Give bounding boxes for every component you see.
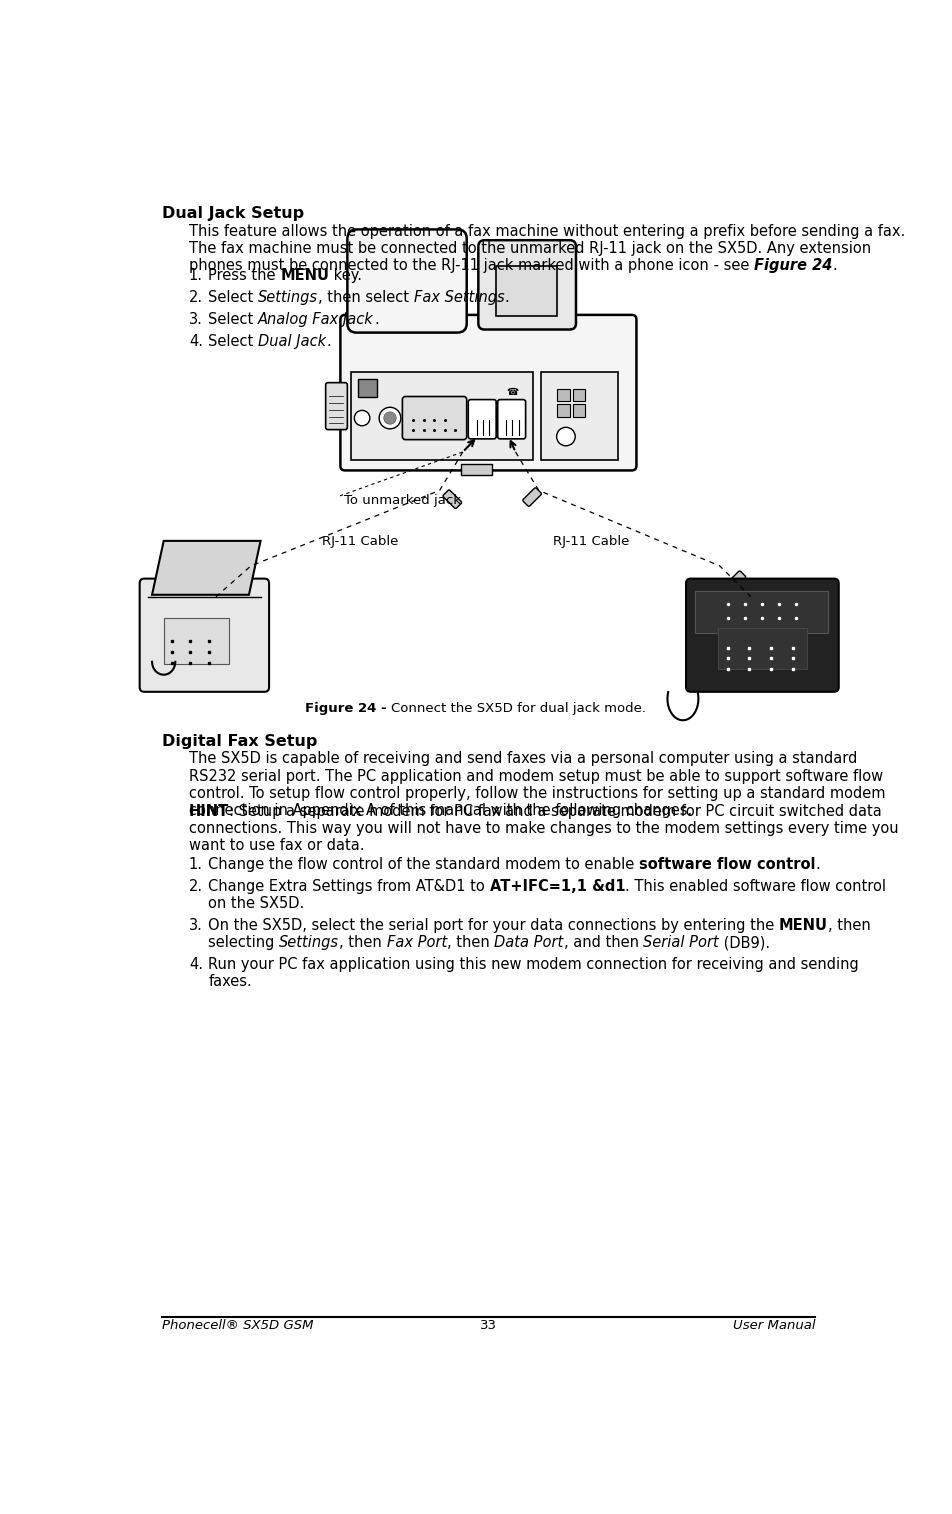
Text: 4.: 4. bbox=[188, 957, 203, 972]
FancyBboxPatch shape bbox=[467, 400, 496, 439]
FancyBboxPatch shape bbox=[443, 491, 461, 509]
FancyBboxPatch shape bbox=[541, 372, 617, 460]
Text: Figure 24: Figure 24 bbox=[753, 259, 831, 273]
Circle shape bbox=[379, 407, 401, 428]
Text: key.: key. bbox=[329, 268, 362, 283]
Text: RS232 serial port. The PC application and modem setup must be able to support so: RS232 serial port. The PC application an… bbox=[188, 769, 883, 784]
FancyBboxPatch shape bbox=[718, 627, 805, 669]
Polygon shape bbox=[152, 540, 260, 595]
Text: Digital Fax Setup: Digital Fax Setup bbox=[162, 734, 317, 749]
FancyBboxPatch shape bbox=[685, 578, 838, 692]
FancyBboxPatch shape bbox=[557, 404, 569, 416]
Text: Change Extra Settings from AT&D1 to: Change Extra Settings from AT&D1 to bbox=[208, 880, 489, 893]
Text: faxes.: faxes. bbox=[208, 974, 251, 989]
Text: On the SX5D, select the serial port for your data connections by entering the: On the SX5D, select the serial port for … bbox=[208, 917, 779, 933]
FancyBboxPatch shape bbox=[402, 397, 466, 439]
Text: . This enabled software flow control: . This enabled software flow control bbox=[625, 880, 885, 893]
Text: 4.: 4. bbox=[188, 333, 203, 348]
FancyBboxPatch shape bbox=[557, 389, 569, 401]
Text: on the SX5D.: on the SX5D. bbox=[208, 896, 305, 911]
Text: , then select: , then select bbox=[318, 289, 413, 304]
Text: RJ-11 Cable: RJ-11 Cable bbox=[552, 534, 629, 548]
Text: 2.: 2. bbox=[188, 880, 203, 893]
Text: , then: , then bbox=[339, 936, 387, 951]
FancyBboxPatch shape bbox=[227, 574, 246, 592]
Text: Data Port: Data Port bbox=[494, 936, 563, 951]
FancyBboxPatch shape bbox=[726, 571, 744, 589]
Text: The fax machine must be connected to the unmarked RJ-11 jack on the SX5D. Any ex: The fax machine must be connected to the… bbox=[188, 241, 870, 256]
FancyBboxPatch shape bbox=[572, 404, 585, 416]
Text: connections. This way you will not have to make changes to the modem settings ev: connections. This way you will not have … bbox=[188, 821, 898, 836]
Text: Change the flow control of the standard modem to enable: Change the flow control of the standard … bbox=[208, 857, 639, 872]
Text: Settings: Settings bbox=[258, 289, 318, 304]
Text: Settings: Settings bbox=[279, 936, 339, 951]
Text: Fax Settings: Fax Settings bbox=[413, 289, 504, 304]
Text: 1.: 1. bbox=[188, 857, 203, 872]
Text: 2.: 2. bbox=[188, 289, 203, 304]
Text: This feature allows the operation of a fax machine without entering a prefix bef: This feature allows the operation of a f… bbox=[188, 224, 904, 239]
Text: To unmarked jack: To unmarked jack bbox=[344, 494, 461, 507]
Text: 3.: 3. bbox=[188, 917, 203, 933]
Text: RJ-11 Cable: RJ-11 Cable bbox=[322, 534, 398, 548]
Text: Connect the SX5D for dual jack mode.: Connect the SX5D for dual jack mode. bbox=[391, 702, 645, 715]
Text: MENU: MENU bbox=[779, 917, 827, 933]
Text: Run your PC fax application using this new modem connection for receiving and se: Run your PC fax application using this n… bbox=[208, 957, 858, 972]
Text: AT+IFC=1,1 &d1: AT+IFC=1,1 &d1 bbox=[489, 880, 625, 893]
Circle shape bbox=[354, 410, 369, 425]
Text: connection in Appendix A of this manual with the following changes.: connection in Appendix A of this manual … bbox=[188, 802, 691, 818]
Text: Dual Jack: Dual Jack bbox=[258, 333, 326, 348]
FancyBboxPatch shape bbox=[340, 315, 636, 471]
Text: want to use fax or data.: want to use fax or data. bbox=[188, 839, 364, 852]
Text: Select: Select bbox=[208, 289, 258, 304]
Text: phones must be connected to the RJ-11 jack marked with a phone icon: phones must be connected to the RJ-11 ja… bbox=[188, 259, 708, 273]
FancyBboxPatch shape bbox=[478, 241, 575, 330]
FancyBboxPatch shape bbox=[523, 488, 541, 506]
Text: , then: , then bbox=[827, 917, 870, 933]
Text: Fax Port: Fax Port bbox=[387, 936, 446, 951]
Text: .: . bbox=[373, 312, 378, 327]
Text: 1.: 1. bbox=[188, 268, 203, 283]
Text: software flow control: software flow control bbox=[639, 857, 815, 872]
FancyBboxPatch shape bbox=[351, 372, 532, 460]
Text: 3.: 3. bbox=[188, 312, 203, 327]
FancyBboxPatch shape bbox=[164, 618, 228, 663]
Text: .: . bbox=[504, 289, 508, 304]
Text: , and then: , and then bbox=[563, 936, 643, 951]
Text: Analog Fax Jack: Analog Fax Jack bbox=[258, 312, 373, 327]
Text: (DB9).: (DB9). bbox=[718, 936, 769, 951]
Text: - see: - see bbox=[708, 259, 753, 273]
Text: The SX5D is capable of receiving and send faxes via a personal computer using a : The SX5D is capable of receiving and sen… bbox=[188, 751, 857, 766]
Text: selecting: selecting bbox=[208, 936, 279, 951]
Text: ☎: ☎ bbox=[506, 386, 518, 397]
Text: Phonecell® SX5D GSM: Phonecell® SX5D GSM bbox=[162, 1319, 313, 1332]
FancyBboxPatch shape bbox=[140, 578, 268, 692]
FancyBboxPatch shape bbox=[496, 265, 556, 315]
Text: Serial Port: Serial Port bbox=[643, 936, 718, 951]
Text: , then: , then bbox=[446, 936, 494, 951]
Text: Select: Select bbox=[208, 333, 258, 348]
Circle shape bbox=[556, 427, 575, 445]
Text: HINT: HINT bbox=[188, 804, 228, 819]
FancyBboxPatch shape bbox=[461, 463, 492, 475]
Text: Dual Jack Setup: Dual Jack Setup bbox=[162, 206, 304, 221]
FancyBboxPatch shape bbox=[358, 378, 376, 397]
Text: : Setup a separate modem for PC fax and a separate modem for PC circuit switched: : Setup a separate modem for PC fax and … bbox=[228, 804, 881, 819]
Text: .: . bbox=[815, 857, 820, 872]
FancyBboxPatch shape bbox=[347, 230, 466, 333]
Text: 33: 33 bbox=[480, 1319, 496, 1332]
Text: User Manual: User Manual bbox=[732, 1319, 814, 1332]
Text: control. To setup flow control properly, follow the instructions for setting up : control. To setup flow control properly,… bbox=[188, 786, 884, 801]
FancyBboxPatch shape bbox=[497, 400, 526, 439]
Text: .: . bbox=[831, 259, 836, 273]
FancyBboxPatch shape bbox=[572, 389, 585, 401]
FancyBboxPatch shape bbox=[326, 383, 347, 430]
Text: Press the: Press the bbox=[208, 268, 280, 283]
Text: MENU: MENU bbox=[280, 268, 329, 283]
Text: Select: Select bbox=[208, 312, 258, 327]
FancyBboxPatch shape bbox=[695, 592, 827, 633]
Circle shape bbox=[384, 412, 396, 424]
Text: Figure 24 -: Figure 24 - bbox=[305, 702, 391, 715]
Text: .: . bbox=[326, 333, 330, 348]
